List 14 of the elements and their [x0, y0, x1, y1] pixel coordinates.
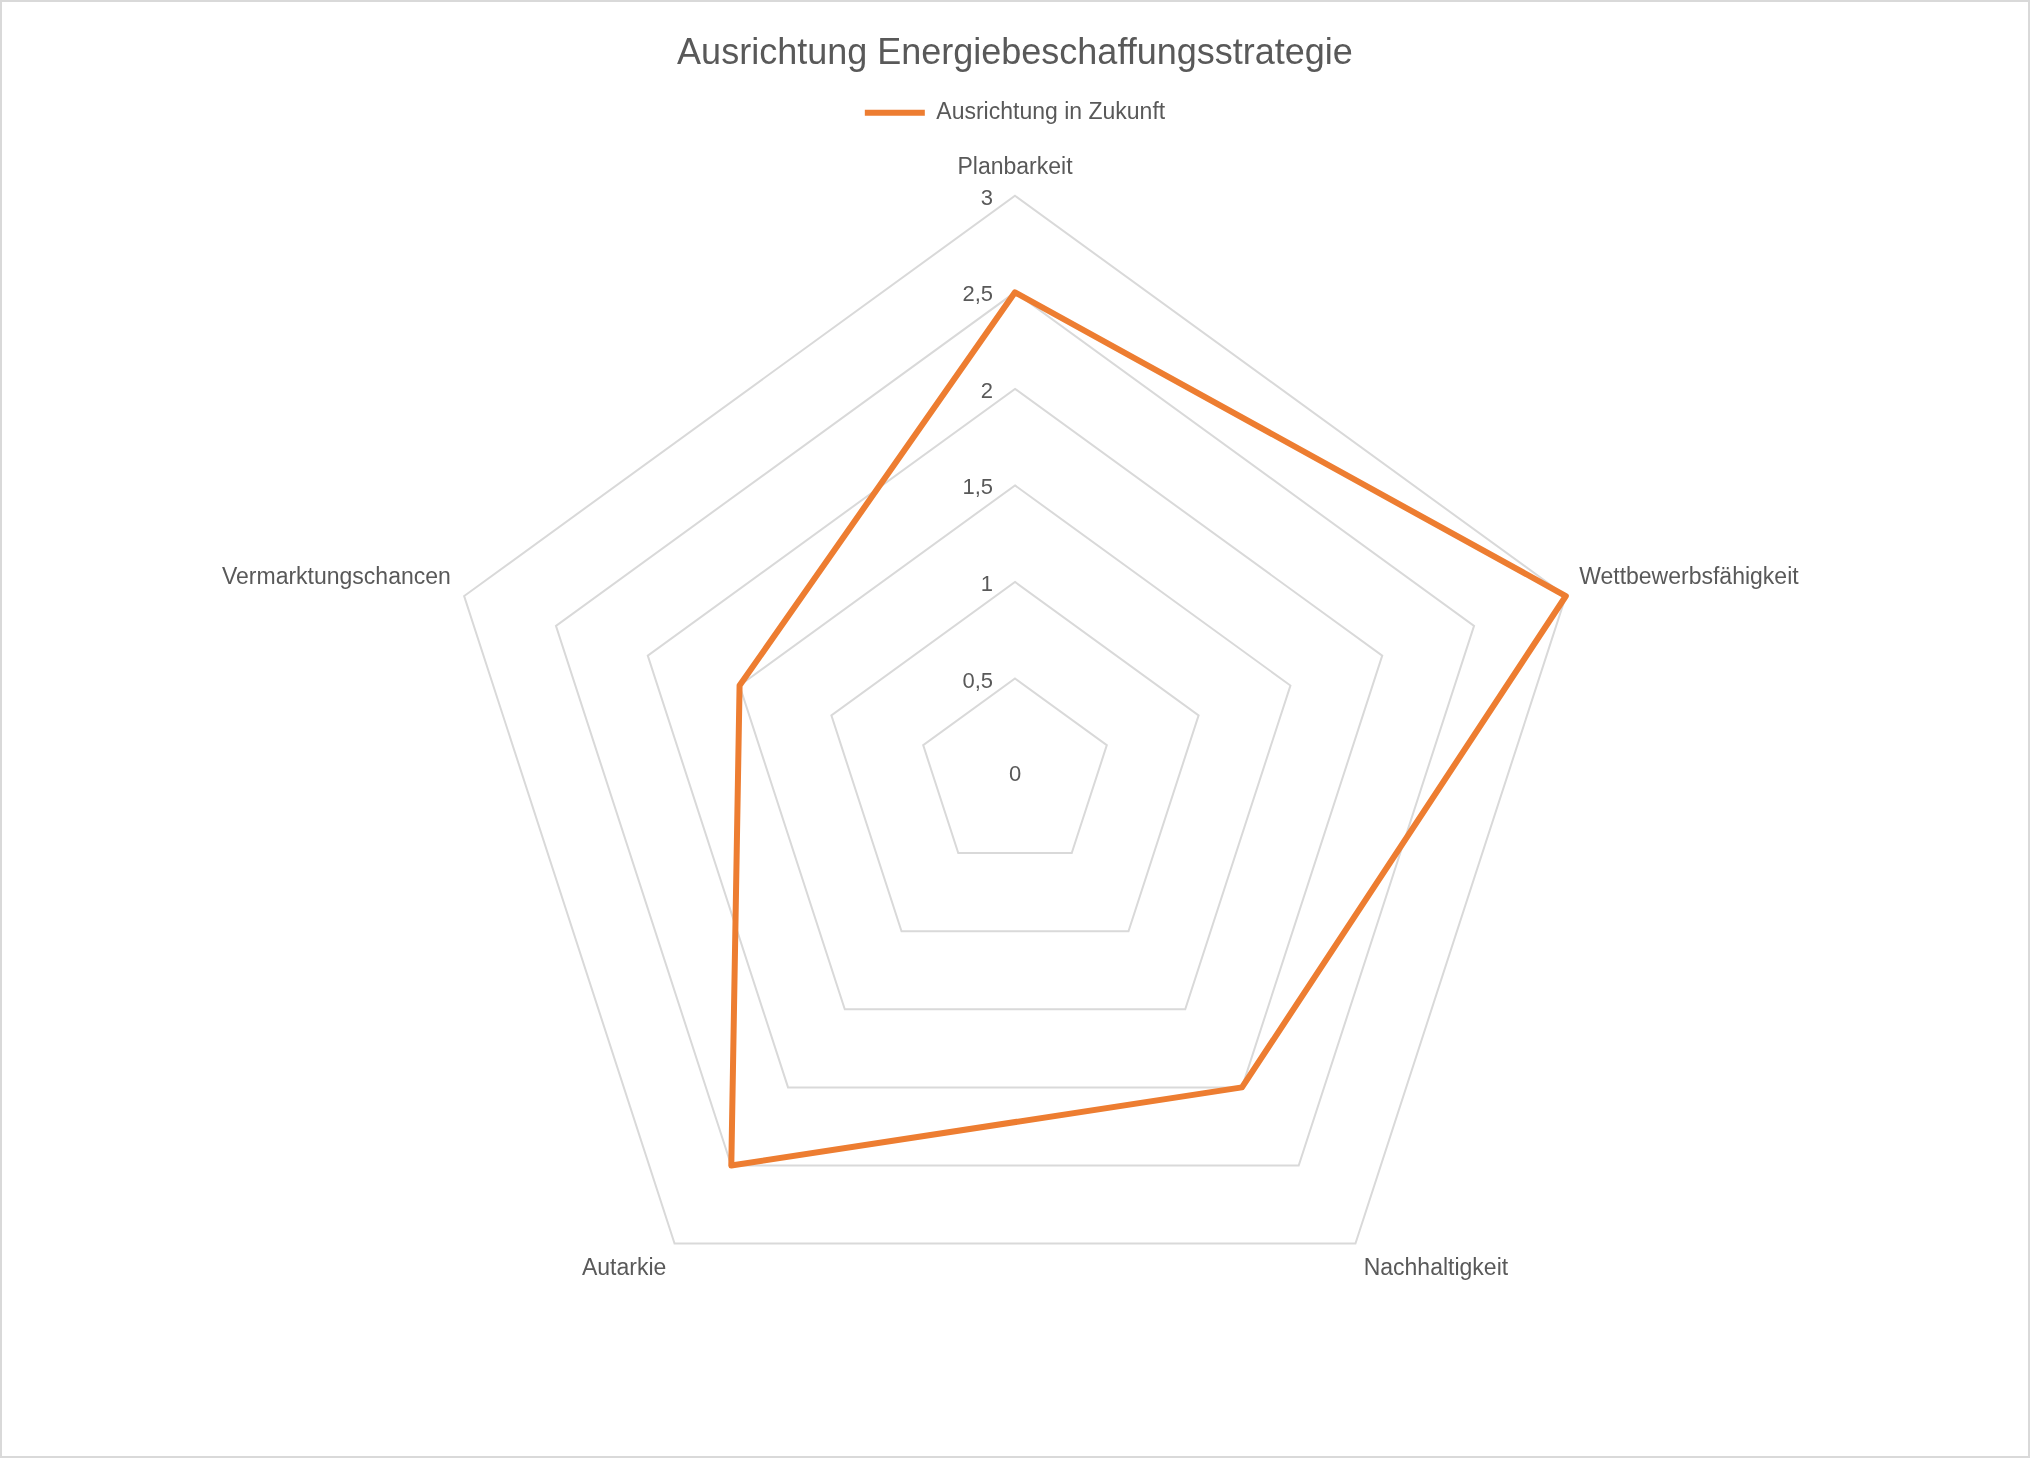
spoke-label: Vermarktungschancen	[221, 563, 451, 590]
y-tick-label: 1,5	[962, 474, 993, 500]
spoke-label: Planbarkeit	[957, 153, 1074, 180]
y-tick-label: 3	[980, 184, 993, 210]
spoke-label: Autarkie	[581, 1254, 667, 1281]
spoke-label: Nachhaltigkeit	[1363, 1254, 1509, 1281]
chart-title: Ausrichtung Energiebeschaffungsstrategie	[677, 30, 1353, 72]
y-tick-label: 1	[980, 571, 993, 596]
y-tick-label: 2	[980, 377, 993, 403]
spoke-label: Wettbewerbsfähigkeit	[1579, 563, 1800, 590]
y-tick-label: 2,5	[962, 281, 993, 307]
y-tick-label: 0,5	[962, 667, 993, 693]
y-tick-label: 0	[1008, 761, 1022, 787]
legend-label: Ausrichtung in Zukunft	[936, 98, 1166, 125]
